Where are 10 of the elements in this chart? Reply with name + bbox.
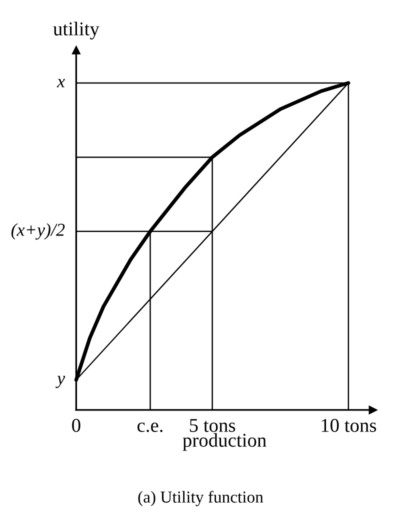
- text: x: [56, 79, 65, 88]
- text: (x+y)/2: [11, 223, 65, 240]
- x-axis-title: production: [182, 433, 266, 451]
- x-tick-label: c.e.: [137, 422, 162, 432]
- text: (a) Utility function: [138, 490, 264, 506]
- x-tick-label: 0: [72, 418, 80, 432]
- text: y: [56, 376, 66, 388]
- x-tick-label: 5 tons: [190, 419, 236, 432]
- x-tick-label: 10 tons: [322, 418, 376, 432]
- y-axis-title: utility: [53, 22, 100, 40]
